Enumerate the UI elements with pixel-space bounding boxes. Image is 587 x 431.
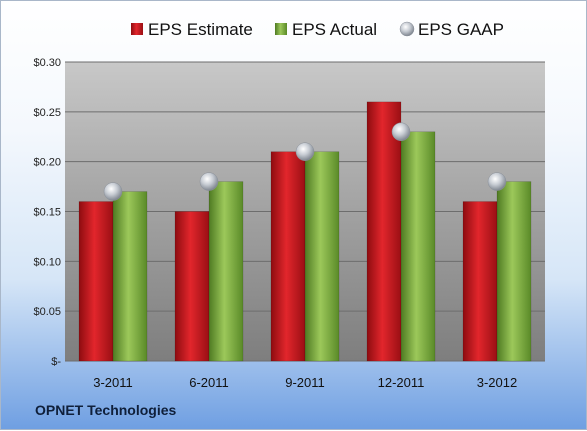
eps-estimate-bar [462,201,498,362]
eps-actual-bar [496,181,532,362]
x-category-label: 9-2011 [285,375,325,390]
eps-estimate-bar [270,151,306,362]
legend-eps-actual-label: EPS Actual [292,20,377,39]
eps-actual-bar [400,131,436,362]
y-tick-label: $0.20 [33,157,61,169]
legend-eps-gaap-label: EPS GAAP [418,20,504,39]
x-category-label: 3-2012 [477,375,517,390]
legend-eps-actual-swatch [275,23,287,35]
legend-eps-gaap-swatch [399,21,415,37]
y-tick-label: $0.25 [33,107,61,119]
company-name: OPNET Technologies [35,402,177,418]
y-tick-label: $0.05 [33,306,61,318]
x-category-label: 6-2011 [189,375,229,390]
eps-gaap-marker [295,142,315,161]
legend-eps-estimate-swatch [131,23,143,35]
eps-estimate-bar [78,201,114,362]
eps-estimate-bar [366,101,402,362]
x-category-label: 12-2011 [378,375,425,390]
eps-actual-bar [208,181,244,362]
eps-gaap-marker [391,122,411,142]
y-tick-label: $0.10 [33,256,61,268]
y-tick-label: $0.30 [33,57,61,69]
eps-gaap-marker [487,172,507,191]
x-category-label: 3-2011 [93,375,133,390]
eps-actual-bar [112,191,148,362]
y-tick-label: $- [51,356,61,368]
eps-gaap-marker [103,182,123,201]
eps-gaap-marker [199,172,219,191]
legend-eps-estimate-label: EPS Estimate [148,20,253,39]
y-tick-label: $0.15 [33,207,61,219]
eps-actual-bar [304,151,340,362]
eps-estimate-bar [174,211,210,362]
